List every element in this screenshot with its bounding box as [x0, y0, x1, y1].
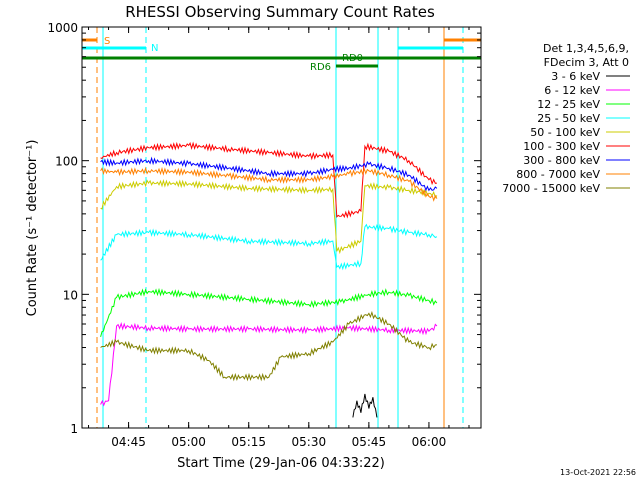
- x-tick-label: 06:00: [412, 435, 447, 449]
- x-tick-label: 05:45: [352, 435, 387, 449]
- legend-label: 3 - 6 keV: [551, 70, 600, 83]
- y-tick-label: 10: [63, 288, 78, 302]
- x-tick-label: 04:45: [111, 435, 146, 449]
- series-line-7: [100, 156, 438, 192]
- marker-label-rd6: RD6: [310, 62, 331, 73]
- marker-label-rd0: RD0: [342, 53, 363, 64]
- legend: Det 1,3,4,5,6,9, FDecim 3, Att 0 3 - 6 k…: [502, 42, 630, 195]
- plot-frame: [81, 26, 482, 429]
- series-line-5: [100, 178, 438, 255]
- legend-label: 6 - 12 keV: [544, 84, 600, 97]
- y-tick-label: 1000: [47, 21, 78, 35]
- x-tick-label: 05:00: [171, 435, 206, 449]
- legend-label: 300 - 800 keV: [523, 154, 600, 167]
- marker-lines: S N RD0 RD6: [82, 27, 481, 428]
- legend-label: 7000 - 15000 keV: [502, 182, 600, 195]
- series-line-9: [100, 310, 437, 382]
- x-tick-label: 05:15: [231, 435, 266, 449]
- marker-label-n: N: [151, 43, 158, 54]
- legend-label: 12 - 25 keV: [537, 98, 600, 111]
- y-tick-label: 1: [70, 422, 78, 436]
- legend-label: 100 - 300 keV: [523, 140, 600, 153]
- footer-timestamp: 13-Oct-2021 22:56: [560, 468, 636, 477]
- series-line-1: [352, 393, 378, 418]
- series-layer: [100, 141, 438, 418]
- axis-ticks: 04:45 05:00 05:15 05:30 05:45 06:00 1 10 100 1000: [47, 21, 481, 449]
- series-line-2: [100, 322, 438, 407]
- legend-header-1: Det 1,3,4,5,6,9,: [543, 42, 629, 55]
- marker-label-s: S: [104, 36, 110, 47]
- legend-label: 25 - 50 keV: [537, 112, 600, 125]
- series-line-3: [100, 287, 438, 338]
- series-line-4: [100, 223, 438, 271]
- x-axis-label: Start Time (29-Jan-06 04:33:22): [177, 456, 385, 471]
- legend-label: 50 - 100 keV: [530, 126, 600, 139]
- y-tick-label: 100: [55, 155, 78, 169]
- legend-header-2: FDecim 3, Att 0: [544, 56, 629, 69]
- series-line-6: [100, 141, 437, 219]
- legend-label: 800 - 7000 keV: [516, 168, 600, 181]
- x-tick-label: 05:30: [292, 435, 327, 449]
- chart-title: RHESSI Observing Summary Count Rates: [125, 3, 435, 21]
- series-line-8: [100, 166, 438, 202]
- y-axis-label: Count Rate (s⁻¹ detector⁻¹): [25, 140, 40, 317]
